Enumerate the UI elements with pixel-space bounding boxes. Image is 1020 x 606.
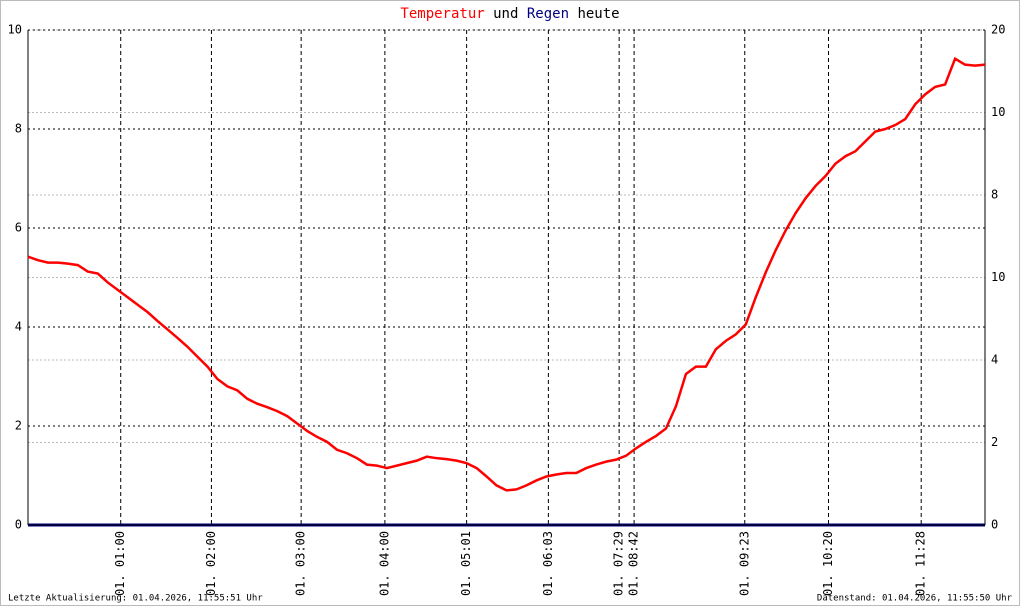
x-tick-label: 01. 03:00: [294, 531, 308, 596]
x-tick-label: 01. 06:03: [541, 531, 555, 596]
y-tick-label: 4: [15, 320, 22, 334]
y2-tick-label: 4: [991, 353, 998, 367]
title-rain: Regen: [527, 6, 569, 22]
x-tick-label: 01. 01:00: [113, 531, 127, 596]
x-tick-label: 01. 07:29: [612, 531, 626, 596]
y2-tick-label: 10: [991, 105, 1005, 119]
x-tick-label: 01. 11:28: [914, 531, 928, 596]
title-temp: Temperatur: [400, 6, 484, 22]
y2-tick-label: 8: [991, 188, 998, 202]
y2-tick-label: 0: [991, 518, 998, 532]
footer-right: Datenstand: 01.04.2026, 11:55:50 Uhr: [817, 594, 1013, 604]
x-tick-label: 01. 08:42: [627, 531, 641, 596]
x-tick-label: 01. 04:00: [377, 531, 391, 596]
y-tick-label: 8: [15, 122, 22, 136]
y-tick-label: 6: [15, 221, 22, 235]
footer-left: Letzte Aktualisierung: 01.04.2026, 11:55…: [8, 594, 263, 604]
y2-tick-label: 20: [991, 23, 1005, 37]
x-tick-label: 01. 10:20: [821, 531, 835, 596]
title-today: heute: [569, 6, 620, 22]
title-and: und: [485, 6, 527, 22]
y-tick-label: 0: [15, 518, 22, 532]
y-tick-label: 2: [15, 419, 22, 433]
x-tick-label: 01. 09:23: [737, 531, 751, 596]
chart-title: Temperatur und Regen heute: [400, 6, 619, 22]
x-tick-label: 01. 02:00: [204, 531, 218, 596]
y2-tick-label: 10: [991, 270, 1005, 284]
y2-tick-label: 2: [991, 435, 998, 449]
series-line: [27, 56, 986, 492]
x-tick-label: 01. 05:01: [459, 531, 473, 596]
y-tick-label: 10: [8, 23, 22, 37]
